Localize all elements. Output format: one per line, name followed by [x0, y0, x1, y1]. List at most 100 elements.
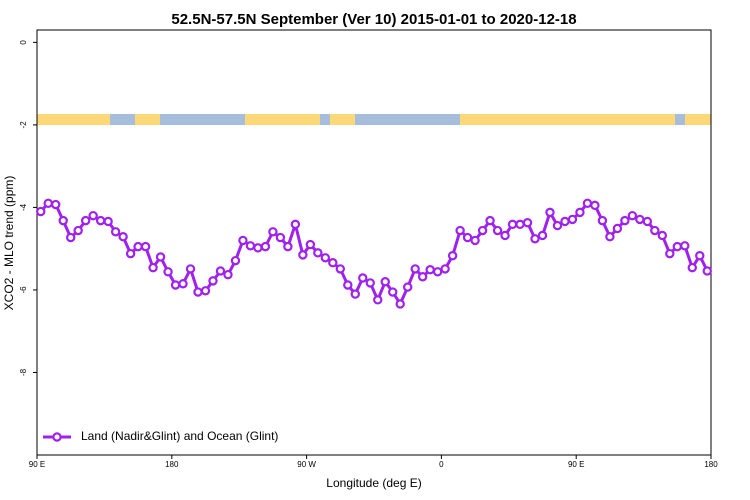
data-point — [365, 278, 375, 288]
legend-label: Land (Nadir&Glint) and Ocean (Glint) — [81, 429, 278, 443]
x-axis-label: Longitude (deg E) — [326, 476, 421, 490]
data-point — [110, 227, 121, 237]
data-point — [687, 262, 697, 273]
data-point — [51, 199, 61, 210]
data-point — [200, 286, 211, 296]
data-point — [163, 267, 173, 277]
land-band — [685, 114, 711, 125]
data-point — [245, 241, 256, 251]
ocean-band — [37, 114, 711, 125]
data-point — [552, 220, 563, 231]
data-point — [73, 225, 83, 236]
y-tick-label: -8 — [19, 368, 28, 376]
data-point — [485, 215, 495, 226]
data-point — [313, 248, 323, 258]
data-point — [507, 219, 518, 230]
data-point — [208, 276, 218, 286]
data-point — [223, 269, 233, 280]
data-point — [665, 248, 675, 259]
data-point — [155, 252, 166, 262]
data-point — [492, 225, 503, 236]
data-point — [185, 264, 196, 274]
x-tick-label: 180 — [165, 460, 179, 469]
data-point — [170, 280, 181, 290]
land-band — [460, 114, 675, 125]
data-point — [118, 232, 128, 242]
data-point — [500, 230, 510, 241]
data-point — [672, 241, 683, 252]
data-point — [432, 267, 443, 277]
data-point — [320, 253, 331, 263]
data-point — [702, 266, 712, 276]
data-point — [95, 215, 106, 226]
data-point — [80, 215, 91, 226]
data-point — [627, 210, 638, 221]
data-point — [447, 251, 458, 261]
data-point — [470, 235, 480, 246]
data-point — [590, 200, 600, 211]
data-point — [695, 251, 705, 261]
data-point — [680, 241, 690, 251]
data-point — [560, 216, 570, 227]
data-point — [657, 230, 668, 241]
legend-marker — [52, 432, 62, 442]
data-point — [455, 225, 465, 236]
data-point — [290, 219, 301, 230]
land-band — [37, 114, 110, 125]
data-point — [605, 232, 615, 242]
data-point — [635, 214, 645, 225]
data-point — [215, 266, 226, 276]
data-point — [417, 272, 428, 282]
y-axis-label: XCO2 - MLO trend (ppm) — [2, 176, 16, 311]
data-point — [477, 225, 488, 236]
data-point — [350, 289, 360, 299]
data-point — [65, 232, 76, 243]
data-point — [575, 207, 585, 218]
data-point — [537, 230, 548, 241]
data-point — [380, 276, 390, 287]
data-point — [395, 299, 405, 309]
data-point — [298, 250, 308, 260]
data-point — [567, 214, 578, 225]
data-point — [335, 264, 345, 274]
data-point — [230, 255, 241, 266]
data-point — [253, 243, 263, 253]
data-point — [597, 215, 608, 226]
data-point — [140, 241, 151, 252]
data-point — [148, 262, 158, 273]
x-tick-label: 90 E — [29, 460, 45, 469]
x-tick-label: 0 — [439, 460, 444, 469]
data-point — [305, 239, 316, 250]
data-point — [388, 287, 398, 297]
data-point — [58, 215, 68, 226]
data-point — [88, 210, 98, 221]
land-band — [330, 114, 355, 125]
data-point — [440, 264, 450, 274]
data-point — [530, 234, 540, 244]
data-point — [373, 295, 383, 305]
plot-frame — [36, 29, 712, 456]
data-point — [283, 241, 293, 252]
data-point — [43, 198, 53, 209]
y-tick-label: 0 — [19, 40, 28, 45]
data-point — [403, 282, 413, 292]
data-point — [612, 223, 623, 234]
x-tick-label: 90 E — [568, 460, 584, 469]
data-point — [582, 198, 593, 209]
data-point — [343, 280, 353, 290]
x-tick-label: 90 W — [297, 460, 316, 469]
data-point — [178, 279, 188, 289]
data-point — [425, 265, 435, 275]
data-point — [260, 241, 271, 252]
land-band — [245, 114, 320, 125]
y-tick-label: -6 — [19, 286, 28, 294]
data-point — [36, 206, 46, 217]
data-point — [522, 217, 533, 228]
x-tick-label: 180 — [704, 460, 718, 469]
data-point — [545, 207, 555, 218]
data-point — [462, 232, 473, 243]
data-point — [642, 216, 653, 227]
series-line — [39, 201, 709, 306]
chart-title: 52.5N-57.5N September (Ver 10) 2015-01-0… — [171, 11, 576, 28]
